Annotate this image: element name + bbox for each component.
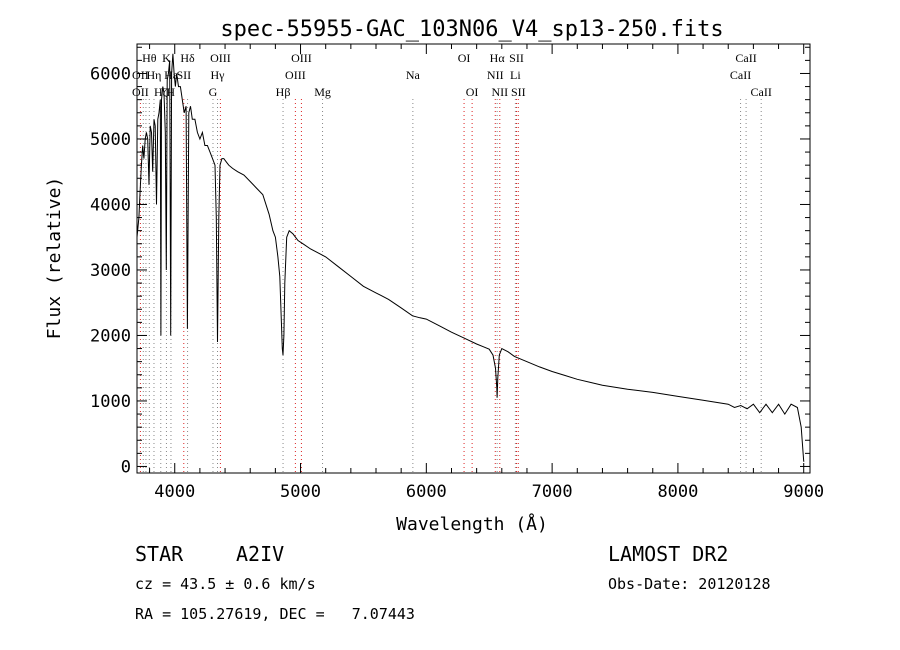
object-subclass: A2IV <box>236 542 285 566</box>
y-tick-label: 0 <box>121 457 131 477</box>
survey-name: LAMOST DR2 <box>608 542 729 566</box>
line-label: OII <box>132 85 149 99</box>
line-label: SII <box>176 68 191 82</box>
line-label: CaII <box>751 85 772 99</box>
line-label: OI <box>466 85 479 99</box>
line-label: SII <box>509 51 524 65</box>
y-tick-label: 4000 <box>90 195 131 215</box>
line-label: Mg <box>314 85 331 99</box>
coordinates: RA = 105.27619, DEC = 7.07443 <box>135 605 415 623</box>
y-tick-label: 6000 <box>90 64 131 84</box>
line-label: G <box>209 85 218 99</box>
y-tick-label: 2000 <box>90 326 131 346</box>
line-label: K <box>162 51 171 65</box>
line-label: CaII <box>730 68 751 82</box>
x-axis-label: Wavelength (Å) <box>396 513 548 535</box>
line-label: Hδ <box>180 51 195 65</box>
chart-title: spec-55955-GAC_103N06_V4_sp13-250.fits <box>220 17 723 42</box>
line-label: NII <box>487 68 504 82</box>
line-label: OII <box>132 68 149 82</box>
y-tick-label: 5000 <box>90 130 131 150</box>
x-axis-ticks: 4000 5000 6000 7000 8000 9000 <box>149 44 824 502</box>
y-axis-label: Flux (relative) <box>44 177 65 340</box>
plot-frame <box>136 43 811 474</box>
y-tick-label: 1000 <box>90 392 131 412</box>
y-axis-ticks: 0 1000 2000 3000 4000 5000 6000 <box>90 46 810 477</box>
obs-date: Obs-Date: 20120128 <box>608 575 771 593</box>
line-markers <box>139 99 762 473</box>
line-label: Li <box>510 68 521 82</box>
line-label: Hη <box>147 68 162 82</box>
spectrum-line <box>136 53 805 462</box>
object-type: STAR <box>135 542 184 566</box>
redshift-value: cz = 43.5 ± 0.6 km/s <box>135 575 316 593</box>
line-label: OIII <box>285 68 306 82</box>
line-label: Hγ <box>211 68 226 82</box>
line-label: Hθ <box>142 51 157 65</box>
x-tick-label: 6000 <box>406 482 447 502</box>
x-tick-label: 5000 <box>280 482 321 502</box>
x-tick-label: 7000 <box>532 482 573 502</box>
line-label: Hβ <box>276 85 291 99</box>
line-label: CaII <box>735 51 756 65</box>
x-tick-label: 4000 <box>154 482 195 502</box>
line-label: OIII <box>291 51 312 65</box>
x-tick-label: 8000 <box>657 482 698 502</box>
line-label: NII <box>491 85 508 99</box>
line-label: OIII <box>210 51 231 65</box>
line-label: H <box>166 85 175 99</box>
line-label: OI <box>458 51 471 65</box>
line-label: Hα <box>490 51 506 65</box>
line-label: Na <box>406 68 421 82</box>
line-label: SII <box>511 85 526 99</box>
x-tick-label: 9000 <box>783 482 824 502</box>
y-tick-label: 3000 <box>90 261 131 281</box>
